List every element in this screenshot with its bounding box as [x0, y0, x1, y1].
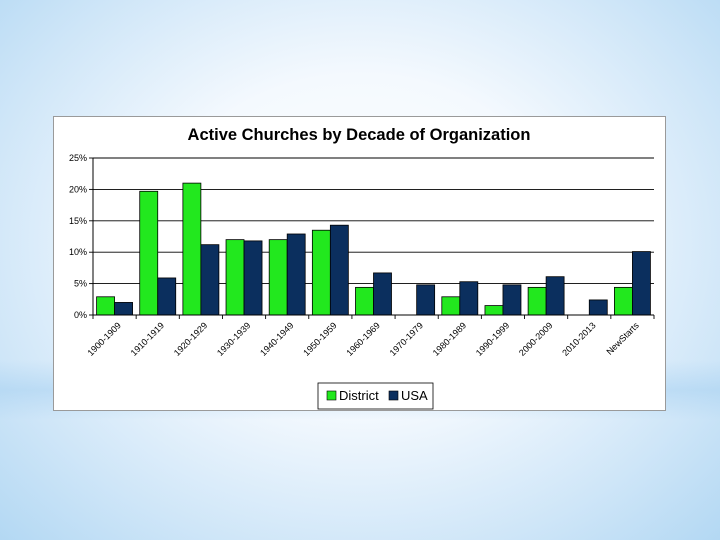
- bar-usa-1960-1969: [373, 272, 392, 316]
- axes: [92, 158, 655, 319]
- y-tick-label: 15%: [69, 216, 87, 226]
- bar-district-2000-2009: [527, 286, 547, 316]
- bars: [96, 182, 651, 316]
- x-tick-label: 1940-1949: [258, 320, 296, 358]
- bar-district-1980-1989: [441, 296, 461, 316]
- legend-label-district: District: [339, 388, 379, 403]
- legend: District USA: [317, 382, 434, 410]
- y-tick-label: 10%: [69, 247, 87, 257]
- y-tick-labels: 0% 5% 10% 15% 20% 25%: [69, 153, 87, 320]
- bar-district-1920-1929: [182, 182, 202, 316]
- y-tick-label: 5%: [74, 279, 87, 289]
- bar-district-1900-1909: [96, 296, 115, 316]
- x-tick-label: 2000-2009: [517, 320, 555, 358]
- y-tick-label: 25%: [69, 153, 87, 163]
- bar-usa-1950-1959: [329, 224, 349, 316]
- x-tick-label: 1920-1929: [172, 320, 210, 358]
- x-tick-label: 1980-1989: [431, 320, 469, 358]
- x-tick-label: 2010-2013: [560, 320, 598, 358]
- bar-usa-1970-1979: [416, 284, 436, 316]
- x-tick-labels: 1900-1909 1910-1919 1920-1929 1930-1939 1940…: [85, 320, 641, 358]
- bar-usa-1980-1989: [459, 281, 479, 316]
- x-tick-label: 1930-1939: [215, 320, 253, 358]
- bar-usa-1920-1929: [200, 244, 220, 316]
- bar-usa-2000-2009: [545, 276, 565, 316]
- bar-district-1960-1969: [355, 286, 374, 316]
- x-tick-label: 1960-1969: [344, 320, 382, 358]
- bar-usa-2010-2013: [588, 299, 608, 316]
- legend-box: [317, 382, 434, 410]
- x-tick-label: 1970-1979: [388, 320, 426, 358]
- bar-usa-1940-1949: [286, 233, 306, 316]
- bar-district-1940-1949: [268, 239, 288, 316]
- bar-usa-1930-1939: [243, 240, 263, 316]
- x-tick-label: 1950-1959: [301, 320, 339, 358]
- bar-district-1930-1939: [225, 239, 245, 316]
- bar-district-1990-1999: [484, 305, 504, 316]
- chart-title: Active Churches by Decade of Organizatio…: [188, 126, 531, 144]
- legend-label-usa: USA: [401, 388, 428, 403]
- y-tick-label: 0%: [74, 310, 87, 320]
- x-tick-label: NewStarts: [604, 320, 641, 357]
- legend-swatch-district: [326, 390, 337, 401]
- y-tick-label: 20%: [69, 184, 87, 194]
- legend-swatch-usa: [388, 390, 399, 401]
- x-tick-label: 1910-1919: [129, 320, 167, 358]
- bar-district-newstarts: [614, 286, 633, 316]
- bar-usa-1990-1999: [502, 284, 522, 316]
- bar-usa-newstarts: [632, 251, 651, 316]
- x-tick-label: 1990-1999: [474, 320, 512, 358]
- bar-district-1910-1919: [139, 190, 159, 316]
- bar-district-1950-1959: [311, 229, 331, 316]
- x-tick-label: 1900-1909: [85, 320, 123, 358]
- bar-usa-1910-1919: [157, 277, 177, 316]
- bar-usa-1900-1909: [114, 302, 133, 316]
